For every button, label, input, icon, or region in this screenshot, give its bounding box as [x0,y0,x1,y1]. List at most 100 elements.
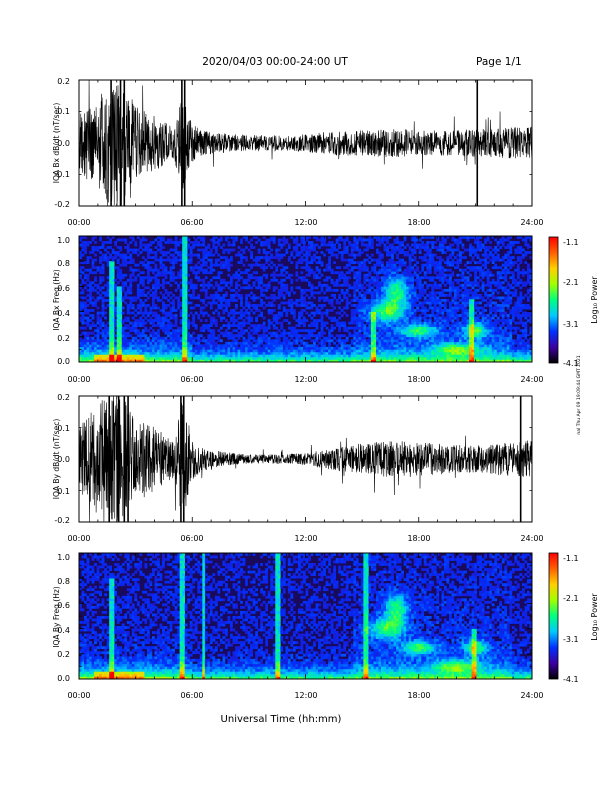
spectrogram-cell [106,339,110,343]
spectrogram-cell [187,334,191,338]
spectrogram-cell [217,286,221,290]
spectrogram-cell [406,293,409,297]
spectrogram-cell [134,354,138,358]
spectrogram-cell [302,241,306,244]
spectrogram-cell [418,301,422,305]
spectrogram-cell [388,286,392,290]
spectrogram-cell [370,351,374,355]
spectrogram-cell [393,304,397,307]
spectrogram-cell [393,268,397,272]
spectrogram-cell [91,349,95,353]
spectrogram-cell [406,326,409,330]
spectrogram-cell [287,351,291,355]
spectrogram-cell [335,278,339,282]
spectrogram-cell [360,293,364,297]
spectrogram-cell [406,316,409,320]
spectrogram-cell [245,341,248,345]
spectrogram-cell [277,241,281,244]
spectrogram-cell [157,314,160,317]
spectrogram-cell [144,238,148,242]
spectrogram-cell [285,291,289,295]
spectrogram-cell [154,276,158,280]
spectrogram-cell [413,256,417,259]
spectrogram-cell [212,339,216,343]
spectrogram-cell [343,276,347,280]
spectrogram-cell [375,236,379,239]
spectrogram-cell [197,268,201,272]
spectrogram-cell [423,311,427,315]
spectrogram-cell [383,341,387,345]
spectrogram-cell [416,296,420,300]
spectrogram-cell [79,238,82,242]
spectrogram-cell [131,326,135,330]
spectrogram-cell [403,336,407,340]
spectrogram-cell [177,273,180,277]
spectrogram-cell [257,359,261,363]
spectrogram-cell [169,253,173,257]
spectrogram-cell [345,271,349,275]
spectrogram-cell [182,291,185,295]
spectrogram-cell [277,341,281,345]
spectrogram-cell [184,251,188,254]
spectrogram-cell [295,248,299,252]
spectrogram-cell [182,331,185,335]
spectrogram-cell [111,316,115,320]
spectrogram-cell [408,253,412,257]
spectrogram-cell [114,356,118,360]
spectrogram-cell [403,304,407,307]
spectrogram-cell [320,286,324,290]
spectrogram-cell [393,339,397,343]
spectrogram-cell [330,316,334,320]
spectrogram-cell [265,258,269,262]
spectrogram-cell [333,349,336,353]
spectrogram-cell [134,314,138,317]
spectrogram-cell [343,278,347,282]
spectrogram-cell [182,266,185,270]
spectrogram-cell [282,273,286,277]
spectrogram-cell [96,266,100,270]
spectrogram-cell [101,324,105,328]
spectrogram-cell [252,293,256,297]
spectrogram-cell [398,273,402,277]
spectrogram-cell [381,321,384,325]
spectrogram-cell [154,311,158,315]
spectrogram-cell [101,306,105,310]
spectrogram-cell [212,344,216,348]
spectrogram-cell [167,349,170,353]
spectrogram-cell [426,276,430,280]
spectrogram-cell [381,324,384,328]
spectrogram-cell [297,316,301,320]
spectrogram-cell [240,304,243,307]
spectrogram-cell [131,248,135,252]
spectrogram-cell [131,339,135,343]
spectrogram-cell [209,316,213,320]
spectrogram-cell [313,256,316,259]
spectrogram-cell [280,268,284,272]
spectrogram-cell [111,258,115,262]
spectrogram-cell [413,354,417,358]
spectrogram-cell [350,339,354,343]
spectrogram-cell [232,354,236,358]
spectrogram-cell [446,321,450,325]
spectrogram-cell [119,263,123,267]
spectrogram-cell [204,319,208,322]
spectrogram-cell [109,341,113,345]
spectrogram-cell [179,349,183,353]
spectrogram-cell [177,299,180,302]
spectrogram-cell [247,283,251,287]
spectrogram-cell [275,251,279,254]
spectrogram-cell [313,296,316,300]
spectrogram-cell [378,236,382,239]
spectrogram-cell [391,243,394,247]
spectrogram-cell [111,261,115,265]
spectrogram-cell [323,278,326,282]
spectrogram-cell [227,268,231,272]
spectrogram-cell [136,319,140,322]
spectrogram-cell [428,266,432,270]
spectrogram-cell [282,354,286,358]
spectrogram-cell [280,283,284,287]
spectrogram-cell [184,304,188,307]
spectrogram-cell [111,273,115,277]
spectrogram-cell [182,306,185,310]
spectrogram-cell [398,241,402,244]
